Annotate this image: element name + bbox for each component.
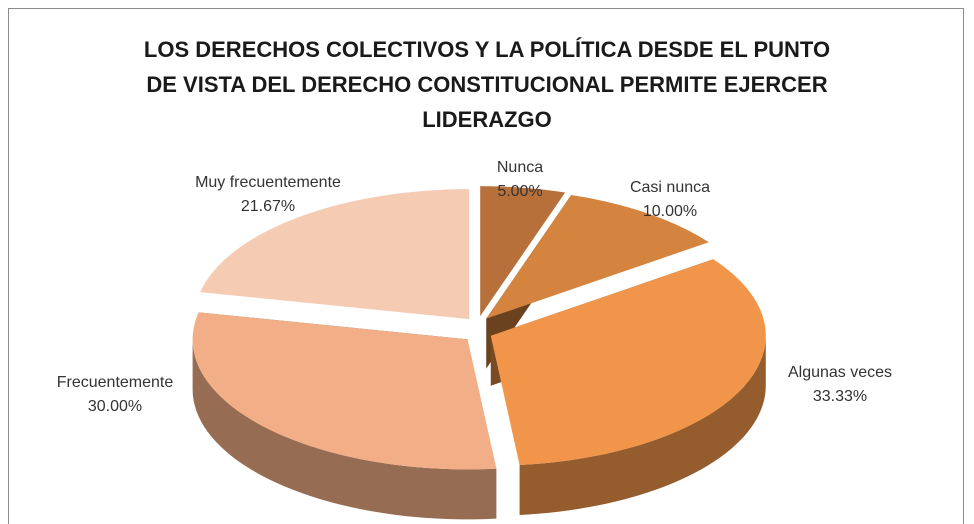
slice-label: Muy frecuentemente 21.67%: [193, 171, 343, 219]
slice: [490, 259, 766, 465]
category-label: Muy frecuentemente: [195, 174, 341, 191]
category-label: Casi nunca: [629, 179, 711, 196]
slice: [192, 312, 497, 470]
chart-frame: [8, 8, 964, 524]
slice-side: [192, 339, 497, 520]
slice: [480, 186, 566, 317]
value-label: 10.00%: [642, 203, 698, 220]
slice: [486, 195, 709, 319]
value-label: 21.67%: [240, 198, 296, 215]
value-label: 33.33%: [812, 388, 868, 405]
chart-title: LOS DERECHOS COLECTIVOS Y LA POLÍTICA DE…: [143, 37, 831, 132]
slice-label: Nunca 5.00%: [497, 156, 543, 204]
slice-tops: [192, 186, 766, 470]
slice-side: [519, 335, 766, 515]
value-label: 5.00%: [497, 183, 543, 200]
slice-label: Casi nunca 10.00%: [630, 176, 710, 224]
slice: [200, 189, 470, 320]
value-label: 30.00%: [87, 398, 143, 415]
category-label: Nunca: [496, 159, 544, 176]
slice-label: Frecuentemente 30.00%: [57, 371, 174, 419]
category-label: Algunas veces: [787, 364, 893, 381]
category-label: Frecuentemente: [56, 374, 174, 391]
slice-label: Algunas veces 33.33%: [788, 361, 892, 409]
